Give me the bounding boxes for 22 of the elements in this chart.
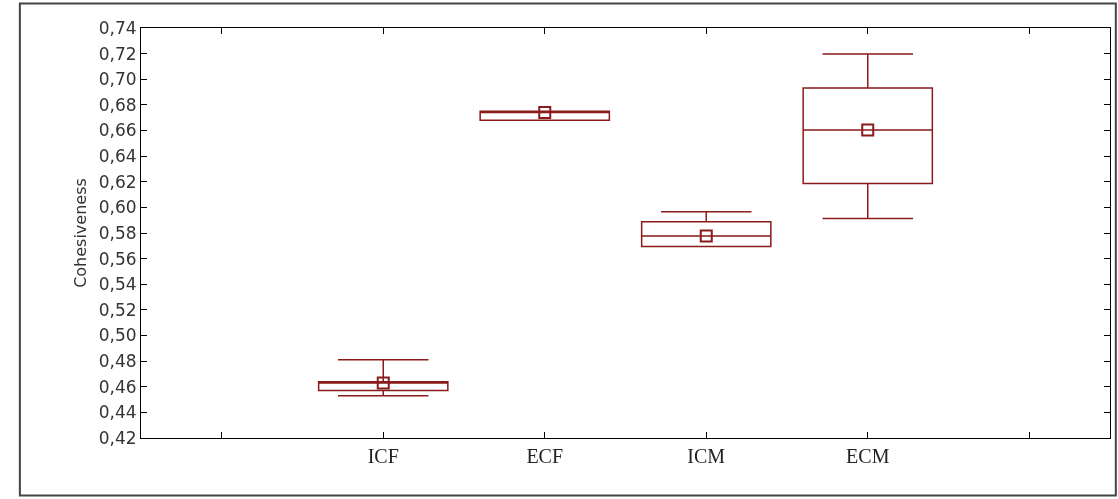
y-tick-label: 0,44 bbox=[98, 402, 137, 423]
y-tick-label: 0,48 bbox=[98, 351, 137, 372]
y-tick-label: 0,60 bbox=[98, 197, 137, 218]
y-tick-label: 0,74 bbox=[98, 17, 137, 38]
y-tick-label: 0,52 bbox=[98, 299, 137, 320]
y-tick-label: 0,56 bbox=[98, 248, 137, 269]
y-axis-title: Cohesiveness bbox=[70, 178, 90, 288]
y-tick-label: 0,64 bbox=[98, 146, 137, 167]
y-tick-label: 0,42 bbox=[98, 427, 137, 448]
x-tick-label: ICM bbox=[687, 445, 726, 467]
y-tick-label: 0,72 bbox=[98, 43, 137, 64]
x-tick-label: ICF bbox=[367, 445, 399, 467]
y-tick-label: 0,46 bbox=[98, 376, 137, 397]
x-tick-label: ECF bbox=[526, 445, 564, 467]
y-tick-label: 0,50 bbox=[98, 325, 137, 346]
y-tick-label: 0,54 bbox=[98, 274, 137, 295]
y-tick-label: 0,62 bbox=[98, 171, 137, 192]
y-tick-label: 0,70 bbox=[98, 69, 137, 90]
y-tick-label: 0,66 bbox=[98, 120, 137, 141]
y-tick-label: 0,68 bbox=[98, 94, 137, 115]
x-tick-label: ECM bbox=[846, 445, 890, 467]
y-tick-label: 0,58 bbox=[98, 222, 137, 243]
